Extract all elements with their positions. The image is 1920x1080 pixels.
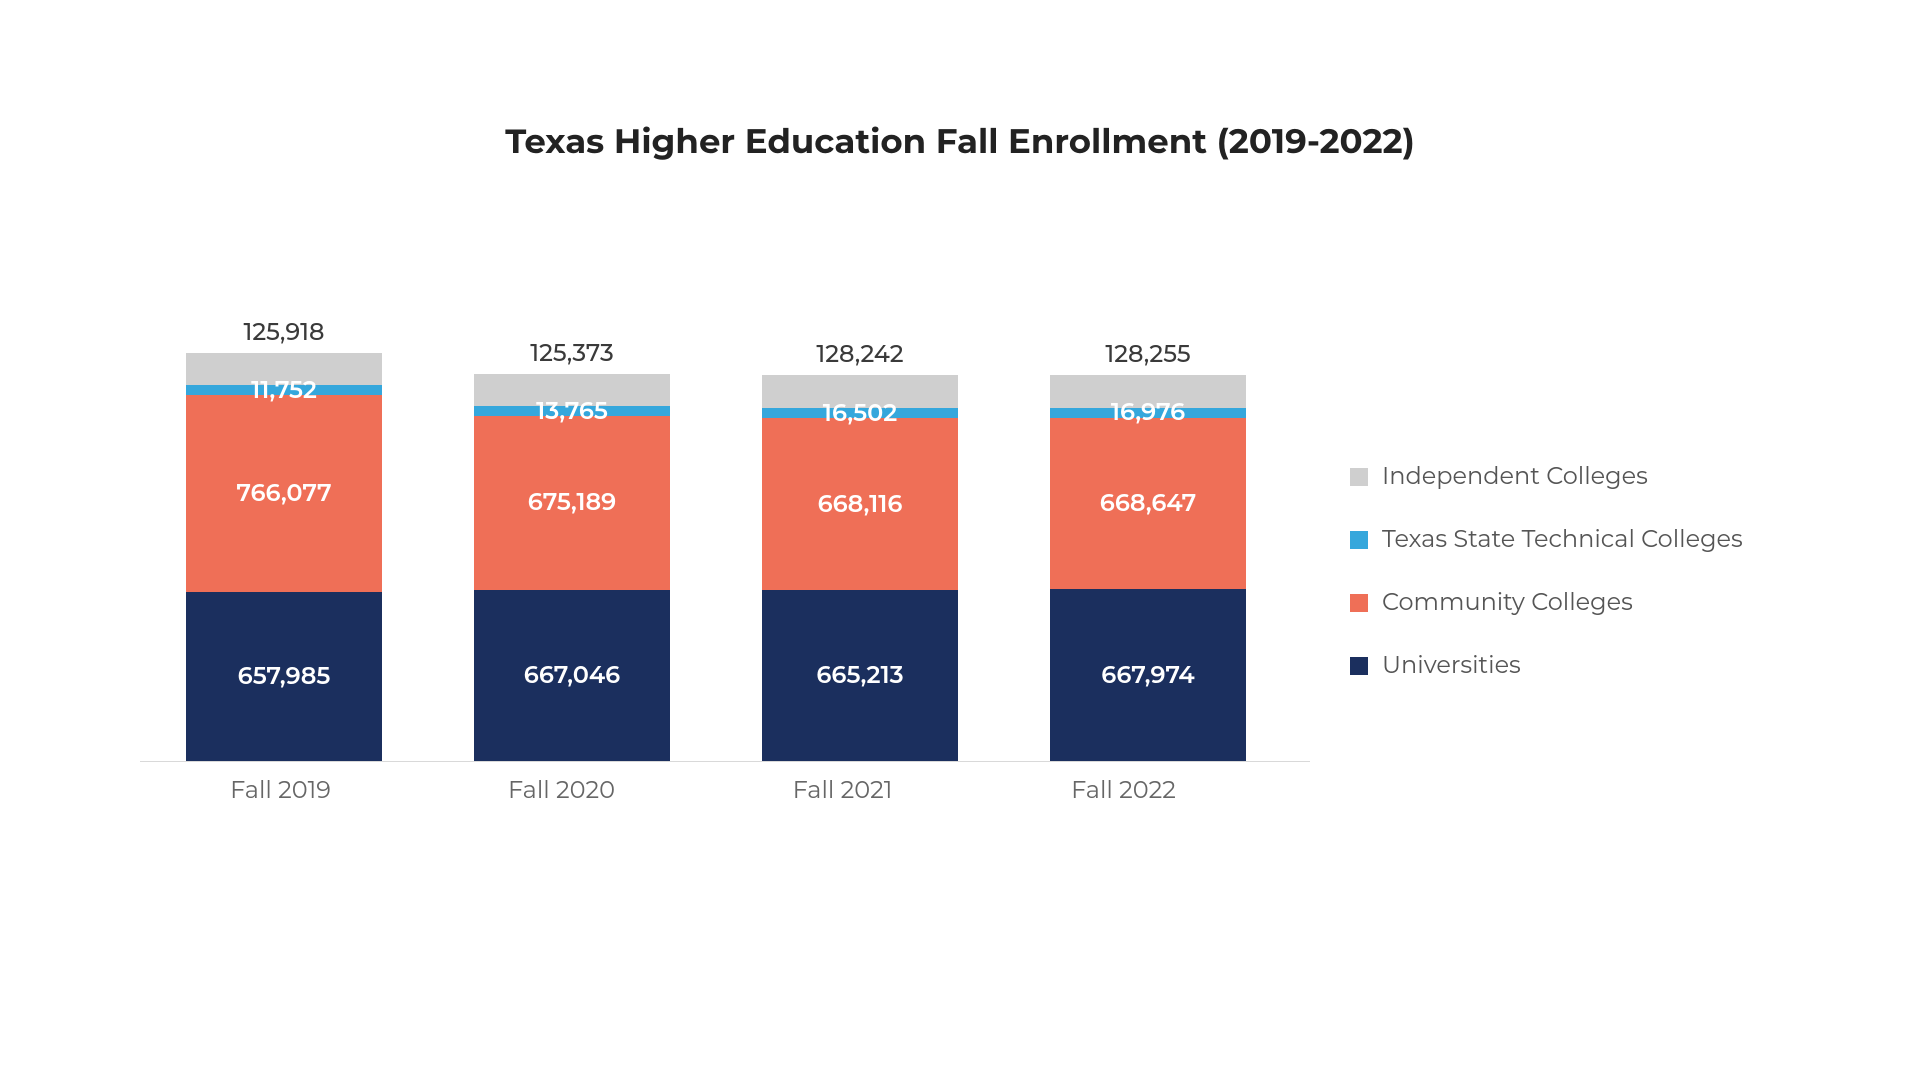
legend-swatch — [1350, 531, 1368, 549]
bar-top-label: 128,242 — [816, 340, 903, 369]
legend-item: Community Colleges — [1350, 588, 1743, 617]
stacked-bar: 16,976668,647667,974 — [1050, 375, 1246, 761]
stacked-bar: 11,752766,077657,985 — [186, 353, 382, 761]
legend-item: Universities — [1350, 651, 1743, 680]
legend-label: Independent Colleges — [1382, 462, 1648, 491]
bar-segment: 16,976 — [1050, 408, 1246, 418]
legend-swatch — [1350, 468, 1368, 486]
x-axis-label: Fall 2021 — [748, 776, 937, 805]
x-axis-label: Fall 2022 — [1029, 776, 1218, 805]
plot-row: 125,918 11,752766,077657,985 125,373 13,765… — [140, 232, 1780, 805]
stacked-bar: 13,765675,189667,046 — [474, 374, 670, 761]
bar-segment: 668,116 — [762, 418, 958, 590]
bar-top-label: 128,255 — [1105, 340, 1190, 369]
bar-segment: 657,985 — [186, 592, 382, 761]
bar-segment: 667,046 — [474, 590, 670, 761]
plot-and-axis: 125,918 11,752766,077657,985 125,373 13,765… — [140, 232, 1310, 805]
legend-swatch — [1350, 657, 1368, 675]
bar-segment: 13,765 — [474, 406, 670, 416]
chart-container: Texas Higher Education Fall Enrollment (… — [140, 120, 1780, 805]
bar-segment: 766,077 — [186, 395, 382, 592]
bar-segment: 668,647 — [1050, 418, 1246, 590]
x-axis-label: Fall 2019 — [186, 776, 375, 805]
bar-top-label: 125,373 — [530, 339, 613, 368]
bar-top-label: 125,918 — [243, 318, 324, 347]
stacked-bar: 16,502668,116665,213 — [762, 375, 958, 761]
bar-segment: 667,974 — [1050, 589, 1246, 761]
legend-item: Texas State Technical Colleges — [1350, 525, 1743, 554]
bar-slot: 128,255 16,976668,647667,974 — [1050, 232, 1246, 761]
legend-label: Community Colleges — [1382, 588, 1633, 617]
bar-segment: 665,213 — [762, 590, 958, 761]
bar-slot: 125,373 13,765675,189667,046 — [474, 232, 670, 761]
bar-segment: 16,502 — [762, 408, 958, 418]
plot-area: 125,918 11,752766,077657,985 125,373 13,765… — [140, 232, 1310, 762]
x-axis-label: Fall 2020 — [467, 776, 656, 805]
bar-slot: 125,918 11,752766,077657,985 — [186, 232, 382, 761]
legend-label: Texas State Technical Colleges — [1382, 525, 1743, 554]
legend-item: Independent Colleges — [1350, 462, 1743, 491]
bar-segment: 675,189 — [474, 416, 670, 590]
legend-swatch — [1350, 594, 1368, 612]
chart-title: Texas Higher Education Fall Enrollment (… — [140, 120, 1780, 162]
bar-segment: 11,752 — [186, 385, 382, 395]
bar-slot: 128,242 16,502668,116665,213 — [762, 232, 958, 761]
legend-label: Universities — [1382, 651, 1521, 680]
legend: Independent Colleges Texas State Technica… — [1350, 232, 1743, 714]
x-axis-labels: Fall 2019 Fall 2020 Fall 2021 Fall 2022 — [140, 776, 1310, 805]
